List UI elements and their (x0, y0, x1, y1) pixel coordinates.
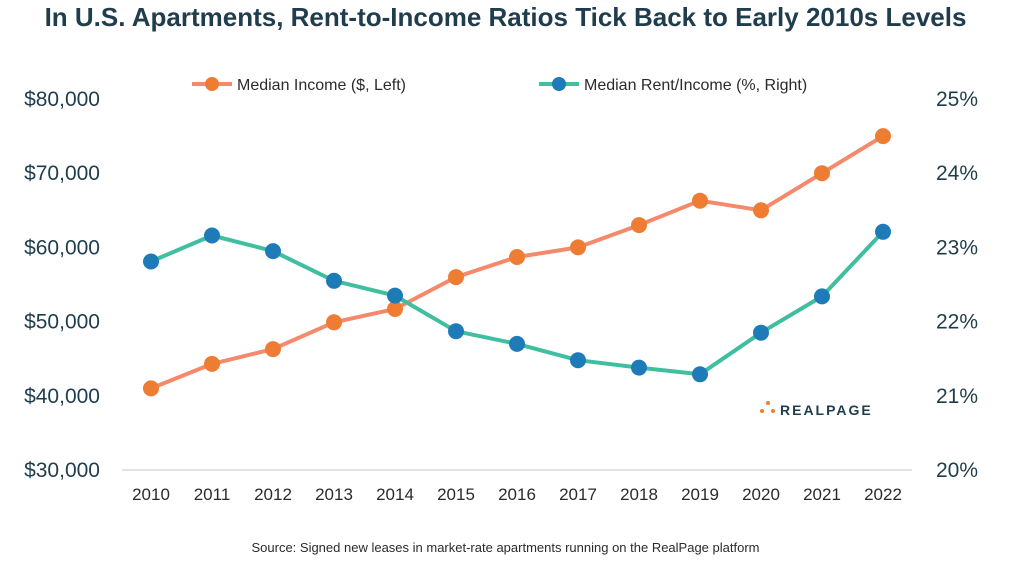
x-tick-label: 2011 (194, 485, 231, 504)
series-1-point (326, 272, 342, 289)
series-1-point (570, 352, 586, 369)
series-1-point (204, 227, 220, 244)
series-layer (143, 128, 891, 397)
series-1-point (509, 335, 525, 352)
x-tick-label: 2017 (559, 485, 597, 504)
series-1-point (448, 323, 464, 340)
series-1-point (753, 324, 769, 341)
series-0-point (753, 202, 769, 219)
x-tick-label: 2010 (132, 485, 170, 504)
logo-dot (766, 401, 770, 405)
x-tick-label: 2013 (315, 485, 353, 504)
y-left-tick-label: $50,000 (24, 311, 100, 334)
y-left-tick-label: $40,000 (24, 385, 100, 408)
legend: Median Income ($, Left) Median Rent/Incom… (192, 77, 807, 94)
series-1-point (631, 359, 647, 376)
y-left-tick-label: $80,000 (24, 88, 100, 111)
legend-label: Median Income ($, Left) (237, 77, 406, 94)
series-0-point (570, 239, 586, 256)
x-tick-label: 2014 (376, 485, 414, 504)
legend-label: Median Rent/Income (%, Right) (584, 77, 807, 94)
y-right-tick-label: 21% (936, 385, 978, 408)
series-0-point (875, 128, 891, 145)
series-0-point (387, 301, 403, 317)
y-right-tick-label: 20% (936, 459, 978, 482)
series-1-point (387, 287, 403, 304)
series-1-point (692, 366, 708, 383)
legend-swatch-marker (552, 77, 566, 91)
chart-source: Source: Signed new leases in market-rate… (251, 540, 760, 555)
logo-dot (771, 409, 775, 413)
right-axis-ticks: 25% 24% 23% 22% 21% 20% (936, 88, 978, 482)
series-0-point (814, 165, 830, 182)
series-0-point (265, 341, 281, 358)
series-0-point (326, 314, 342, 331)
series-0-point (509, 249, 525, 265)
y-left-tick-label: $70,000 (24, 162, 100, 185)
x-axis-ticks: 2010 2011 2012 2013 2014 2015 2016 2017 2018 2019… (132, 485, 902, 504)
legend-swatch-marker (205, 77, 219, 91)
y-left-tick-label: $60,000 (24, 236, 100, 259)
y-left-tick-label: $30,000 (24, 459, 100, 482)
series-0-point (631, 217, 647, 234)
logo-dot (760, 409, 764, 413)
series-1-point (265, 243, 281, 260)
x-tick-label: 2020 (742, 485, 780, 504)
y-right-tick-label: 23% (936, 236, 978, 259)
y-right-tick-label: 22% (936, 311, 978, 334)
series-1-point (875, 223, 891, 240)
x-tick-label: 2019 (681, 485, 719, 504)
series-0-point (692, 192, 708, 209)
x-tick-label: 2016 (498, 485, 536, 504)
realpage-logo: REALPAGE (760, 401, 873, 418)
x-tick-label: 2012 (254, 485, 292, 504)
y-right-tick-label: 24% (936, 162, 978, 185)
x-tick-label: 2022 (864, 485, 902, 504)
series-0-point (204, 355, 220, 372)
logo-wordmark: REALPAGE (780, 402, 873, 418)
left-axis-ticks: $80,000 $70,000 $60,000 $50,000 $40,000 $30,0… (24, 88, 100, 482)
series-0-point (143, 380, 159, 397)
series-1-point (814, 288, 830, 305)
chart-title: In U.S. Apartments, Rent-to-Income Ratio… (44, 2, 967, 32)
x-tick-label: 2021 (803, 485, 841, 504)
series-1-point (143, 253, 159, 270)
x-tick-label: 2015 (437, 485, 475, 504)
series-0-point (448, 269, 464, 286)
x-tick-label: 2018 (620, 485, 658, 504)
y-right-tick-label: 25% (936, 88, 978, 111)
